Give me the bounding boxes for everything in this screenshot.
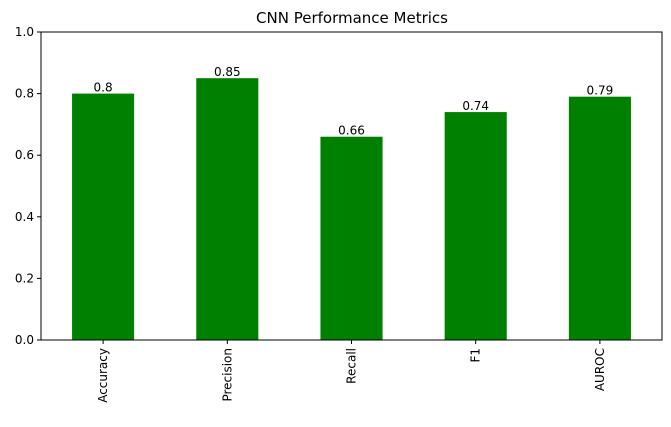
y-tick-label: 0.8 — [15, 87, 34, 101]
bar-accuracy — [72, 93, 135, 340]
value-label: 0.66 — [338, 124, 365, 138]
y-tick-label: 0.4 — [15, 210, 34, 224]
value-label: 0.85 — [214, 65, 241, 79]
bar-auroc — [568, 96, 631, 341]
x-tick-label: Recall — [345, 348, 359, 384]
bar-precision — [196, 78, 259, 340]
x-tick-label: AUROC — [593, 348, 607, 391]
x-tick-label: Precision — [220, 348, 234, 402]
y-tick-label: 0.2 — [15, 271, 34, 285]
x-axis: Accuracy Precision Recall F1 AUROC — [96, 340, 607, 403]
bars — [72, 78, 631, 341]
value-label: 0.79 — [587, 84, 614, 98]
plot-frame — [40, 31, 663, 341]
bar-recall — [320, 136, 383, 340]
y-tick-label: 0.0 — [15, 333, 34, 347]
bar-f1 — [444, 112, 507, 340]
chart-title: CNN Performance Metrics — [256, 9, 448, 27]
value-label: 0.8 — [94, 81, 113, 95]
value-label: 0.74 — [462, 99, 489, 113]
value-labels: 0.8 0.85 0.66 0.74 0.79 — [94, 65, 614, 138]
y-tick-label: 1.0 — [15, 25, 34, 39]
y-axis: 0.0 0.2 0.4 0.6 0.8 1.0 — [15, 25, 41, 347]
y-tick-label: 0.6 — [15, 148, 34, 162]
x-tick-label: F1 — [469, 348, 483, 363]
x-tick-label: Accuracy — [96, 348, 110, 403]
